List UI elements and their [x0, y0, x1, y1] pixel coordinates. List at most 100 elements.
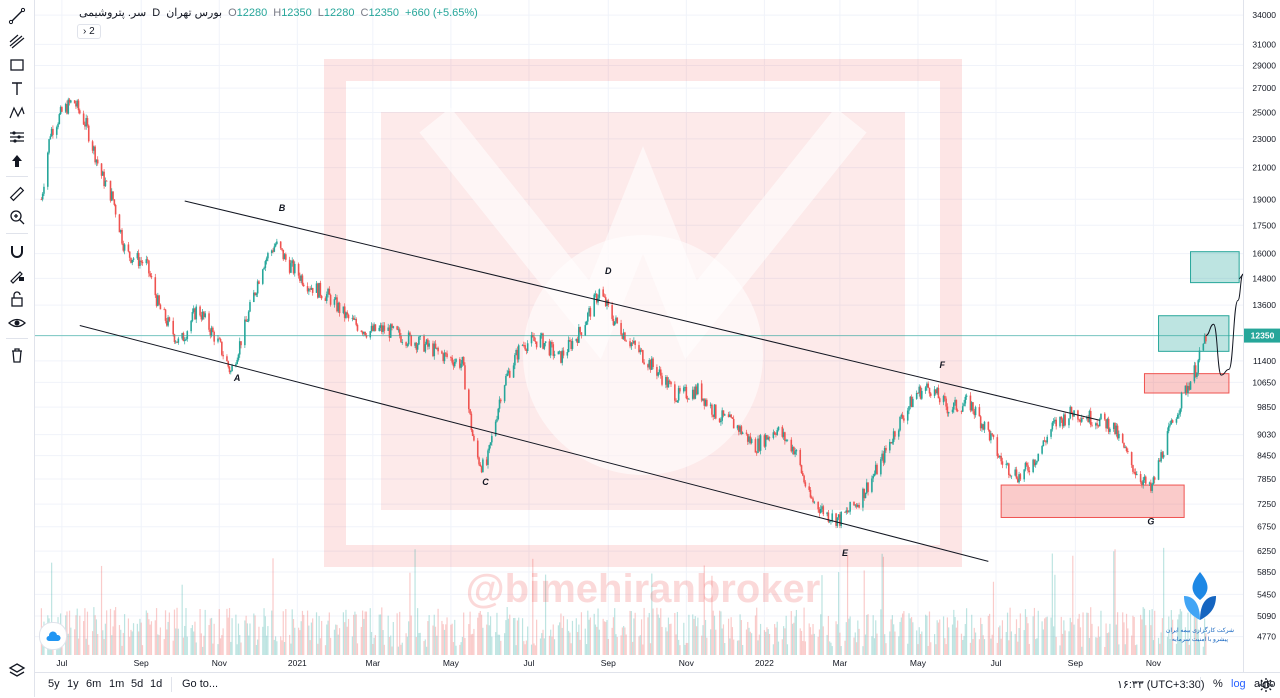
magnet-tool[interactable]: [5, 240, 29, 262]
settings-button[interactable]: [1258, 677, 1274, 693]
candle-body: [201, 311, 204, 320]
candle-body: [703, 398, 706, 406]
volume-bar: [742, 644, 744, 655]
price-tick-label: 11400: [1253, 356, 1276, 366]
candle-body: [1132, 465, 1134, 472]
remove-drawings-tool[interactable]: [5, 344, 29, 366]
candle-body: [122, 243, 125, 251]
volume-bar: [1087, 612, 1089, 655]
volume-bar: [1157, 637, 1160, 655]
goto-button[interactable]: Go to...: [182, 678, 219, 690]
volume-bar: [991, 634, 993, 655]
volume-bar: [1154, 610, 1156, 655]
pitchfork-tool[interactable]: [5, 30, 29, 52]
volume-bar: [451, 623, 453, 655]
lock-tool[interactable]: [5, 288, 29, 310]
sliders-icon: [10, 131, 24, 143]
chart-area[interactable]: Jul Sep Nov 2021 Mar May Jul Sep Nov 2022 Mar May Ju…: [35, 0, 1243, 672]
volume-bar: [1060, 616, 1062, 655]
candle-body: [659, 369, 662, 376]
candle-body: [145, 259, 148, 264]
symbol-name[interactable]: سر. پتروشیمی: [79, 7, 147, 19]
volume-bar: [982, 635, 984, 655]
candle-body: [1034, 462, 1037, 466]
candle-body: [292, 260, 295, 274]
candle-body: [937, 387, 940, 399]
zoom-tool[interactable]: [5, 206, 29, 228]
candle-body: [387, 327, 389, 331]
candle-body: [405, 342, 407, 346]
tradingview-badge[interactable]: [39, 622, 67, 650]
volume-bar: [989, 613, 991, 655]
volume-bar: [783, 626, 785, 655]
candle-body: [68, 99, 71, 103]
candle-body: [691, 389, 694, 399]
timeframe-1d[interactable]: 1d: [150, 678, 163, 690]
volume-bar: [997, 627, 1000, 655]
prediction-tool[interactable]: [5, 126, 29, 148]
candle-body: [595, 293, 598, 303]
candle-body: [87, 125, 90, 142]
volume-bar: [218, 609, 220, 655]
candle-body: [881, 453, 883, 460]
volume-bar: [607, 638, 609, 655]
candle-body: [1184, 385, 1187, 393]
candle-body: [373, 324, 375, 331]
volume-bar: [695, 626, 698, 655]
candle-body: [94, 146, 96, 163]
point-label-d: D: [605, 266, 612, 276]
timeframe-5d[interactable]: 5d: [131, 678, 144, 690]
candle-body: [363, 331, 365, 334]
percent-toggle[interactable]: %: [1213, 678, 1223, 690]
volume-bar: [894, 631, 896, 655]
volume-bar: [921, 631, 923, 655]
price-chart[interactable]: Jul Sep Nov 2021 Mar May Jul Sep Nov 2022 Mar May Ju…: [35, 0, 1243, 672]
clock-label[interactable]: ۱۶:۳۳ (UTC+3:30): [1117, 679, 1205, 691]
candle-body: [544, 341, 547, 344]
candle-body: [195, 306, 198, 320]
volume-bar: [172, 640, 174, 655]
price-axis[interactable]: 4770 5090 5450 5850 6250 6750 7250 7850 8450 9030…: [1243, 0, 1280, 672]
pattern-tool[interactable]: [5, 102, 29, 124]
candle-body: [485, 459, 488, 465]
indicators-collapse-button[interactable]: › 2: [77, 24, 101, 39]
shape-tool[interactable]: [5, 54, 29, 76]
volume-bar: [1172, 619, 1174, 655]
volume-bar: [948, 627, 950, 655]
timeframe-1m[interactable]: 1m: [109, 678, 125, 690]
candle-body: [185, 338, 187, 340]
interval-label[interactable]: D: [152, 6, 161, 19]
candle-body: [1153, 477, 1156, 480]
volume-bar: [76, 608, 78, 655]
candle-body: [1025, 462, 1028, 466]
trend-line-tool[interactable]: [5, 5, 29, 27]
candle-body: [1194, 365, 1197, 377]
volume-bar: [542, 629, 544, 655]
volume-bar: [578, 624, 580, 655]
visibility-tool[interactable]: [5, 312, 29, 334]
object-tree-tool[interactable]: [5, 660, 29, 682]
candle-body: [894, 431, 896, 437]
candle-body: [819, 508, 822, 514]
candle-body: [758, 438, 761, 451]
lock-drawings-tool[interactable]: [5, 264, 29, 286]
candle-body: [109, 180, 112, 201]
volume-bar: [330, 637, 332, 655]
volume-bar: [527, 626, 529, 655]
candle-body: [848, 511, 850, 513]
volume-bar: [821, 575, 823, 655]
measure-tool[interactable]: [5, 183, 29, 205]
volume-bar: [1159, 643, 1161, 655]
timeframe-5y[interactable]: 5y: [48, 678, 60, 690]
volume-bar: [1008, 640, 1010, 655]
time-tick-label: Jul: [56, 658, 67, 668]
log-toggle[interactable]: log: [1231, 678, 1246, 690]
text-tool[interactable]: [5, 78, 29, 100]
symbol-legend[interactable]: سر. پتروشیمی D بورس تهران O12280 H12350 …: [79, 6, 478, 20]
timeframe-6m[interactable]: 6m: [86, 678, 102, 690]
candle-body: [972, 402, 974, 412]
candle-body: [276, 241, 278, 244]
timeframe-1y[interactable]: 1y: [67, 678, 79, 690]
candle-body: [204, 313, 206, 318]
cursor-tool[interactable]: [5, 150, 29, 172]
